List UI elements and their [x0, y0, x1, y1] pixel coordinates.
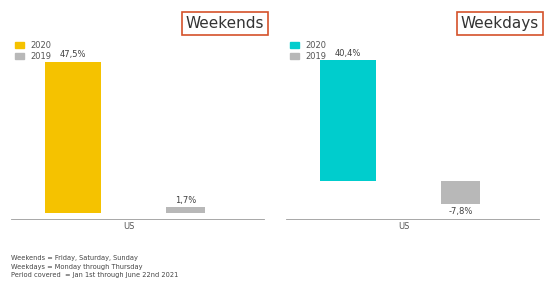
Bar — [441, 181, 480, 204]
Text: Weekends = Friday, Saturday, Sunday
Weekdays = Monday through Thursday
Period co: Weekends = Friday, Saturday, Sunday Week… — [11, 255, 178, 278]
Bar — [166, 207, 205, 213]
Bar — [45, 62, 101, 213]
Text: 40,4%: 40,4% — [334, 49, 361, 58]
Text: 47,5%: 47,5% — [59, 50, 86, 59]
Text: Weekends: Weekends — [185, 16, 264, 31]
Text: -7,8%: -7,8% — [448, 207, 472, 216]
Legend: 2020, 2019: 2020, 2019 — [15, 41, 51, 61]
Text: 1,7%: 1,7% — [175, 196, 196, 205]
Legend: 2020, 2019: 2020, 2019 — [290, 41, 326, 61]
Bar — [320, 60, 376, 181]
Text: Weekdays: Weekdays — [461, 16, 539, 31]
